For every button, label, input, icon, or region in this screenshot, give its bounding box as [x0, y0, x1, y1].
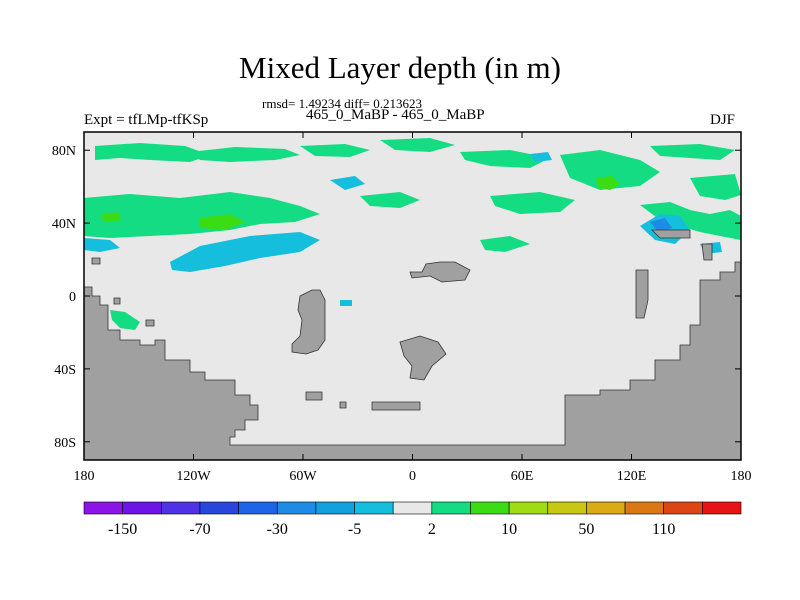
- colorbar-swatch: [83, 501, 123, 515]
- anomaly-positive: [300, 144, 370, 157]
- colorbar-label: -5: [348, 521, 361, 538]
- colorbar-label: -70: [189, 521, 210, 538]
- landmass-east-strip: [635, 269, 649, 319]
- y-tick-label: 0: [69, 290, 76, 305]
- anomaly-positive: [560, 150, 660, 190]
- colorbar-swatch: [354, 501, 394, 515]
- islet: [91, 257, 101, 265]
- landmass-south-atlantic-block: [399, 335, 447, 381]
- anomaly-positive: [596, 176, 620, 190]
- colorbar-label: -150: [108, 521, 137, 538]
- y-tick-label: 80S: [54, 436, 76, 451]
- landmass-north-atlantic: [409, 261, 471, 283]
- anomaly-negative: [84, 238, 120, 252]
- run-names: 465_0_MaBP - 465_0_MaBP: [306, 107, 485, 123]
- landmass-japan: [651, 229, 691, 239]
- y-tick-label: 80N: [52, 144, 76, 159]
- anomaly-negative: [340, 300, 352, 306]
- map-title: Mixed Layer depth (in m): [239, 50, 561, 85]
- colorbar-label: 110: [652, 521, 675, 538]
- landmass-bar-south: [371, 401, 421, 411]
- colorbar-label: -30: [267, 521, 288, 538]
- experiment-label: Expt = tfLMp-tfKSp: [84, 112, 209, 128]
- anomaly-positive: [490, 192, 575, 214]
- x-tick-label: 180: [74, 469, 95, 484]
- x-tick-label: 0: [409, 469, 416, 484]
- islet: [339, 401, 347, 409]
- anomaly-positive: [650, 144, 735, 160]
- anomaly-positive: [690, 174, 741, 200]
- islet: [145, 319, 155, 327]
- colorbar-swatch: [663, 501, 703, 515]
- anomaly-positive: [110, 310, 140, 330]
- x-tick-label: 60W: [289, 469, 317, 484]
- colorbar-swatch: [470, 501, 510, 515]
- colorbar-swatch: [199, 501, 239, 515]
- colorbar-swatch: [586, 501, 626, 515]
- x-tick-label: 120W: [176, 469, 211, 484]
- colorbar: -150 -70 -30 -5 2 10 50 110: [83, 501, 742, 538]
- anomaly-positive: [480, 236, 530, 252]
- anomaly-positive: [460, 150, 550, 168]
- y-tick-label: 40N: [52, 217, 76, 232]
- anomaly-positive: [380, 138, 455, 152]
- colorbar-swatch: [122, 501, 162, 515]
- landmass-west: [83, 261, 742, 461]
- y-tick-label: 40S: [54, 363, 76, 378]
- stats-text: rmsd= 1.49234 diff= 0.213623: [262, 96, 422, 111]
- anomaly-positive: [190, 147, 300, 162]
- colorbar-swatch: [547, 501, 587, 515]
- x-tick-label: 180: [731, 469, 752, 484]
- season-label: DJF: [710, 112, 736, 128]
- colorbar-swatch: [315, 501, 355, 515]
- colorbar-swatch: [431, 501, 471, 515]
- anomaly-positive: [200, 214, 245, 230]
- anomaly-positive: [95, 143, 210, 162]
- islet: [305, 391, 323, 401]
- anomaly-negative: [330, 176, 365, 190]
- anomaly-positive: [84, 192, 320, 238]
- colorbar-swatch: [392, 501, 433, 515]
- anomaly-negative: [170, 232, 320, 272]
- anomaly-negative: [530, 152, 552, 162]
- colorbar-label: 50: [578, 521, 594, 538]
- anomaly-positive: [100, 212, 122, 222]
- x-tick-label: 60E: [511, 469, 534, 484]
- colorbar-swatch: [624, 501, 665, 515]
- anomaly-positive: [640, 202, 741, 240]
- colorbar-swatch: [160, 501, 201, 515]
- colorbar-label: 10: [501, 521, 517, 538]
- anomaly-positive: [360, 192, 420, 208]
- colorbar-swatch: [276, 501, 317, 515]
- x-tick-label: 120E: [617, 469, 647, 484]
- colorbar-swatch: [702, 501, 742, 515]
- landmass-central: [291, 289, 326, 355]
- axis-ticks: 180 120W 60W 0 60E 120E 180 80N 40N 0 40S 80S: [52, 132, 752, 484]
- land-layer: [83, 229, 742, 461]
- colorbar-label: 2: [428, 521, 436, 538]
- islet: [113, 297, 121, 305]
- colorbar-swatch: [508, 501, 549, 515]
- colorbar-swatch: [238, 501, 278, 515]
- landmass-small-east: [701, 243, 713, 261]
